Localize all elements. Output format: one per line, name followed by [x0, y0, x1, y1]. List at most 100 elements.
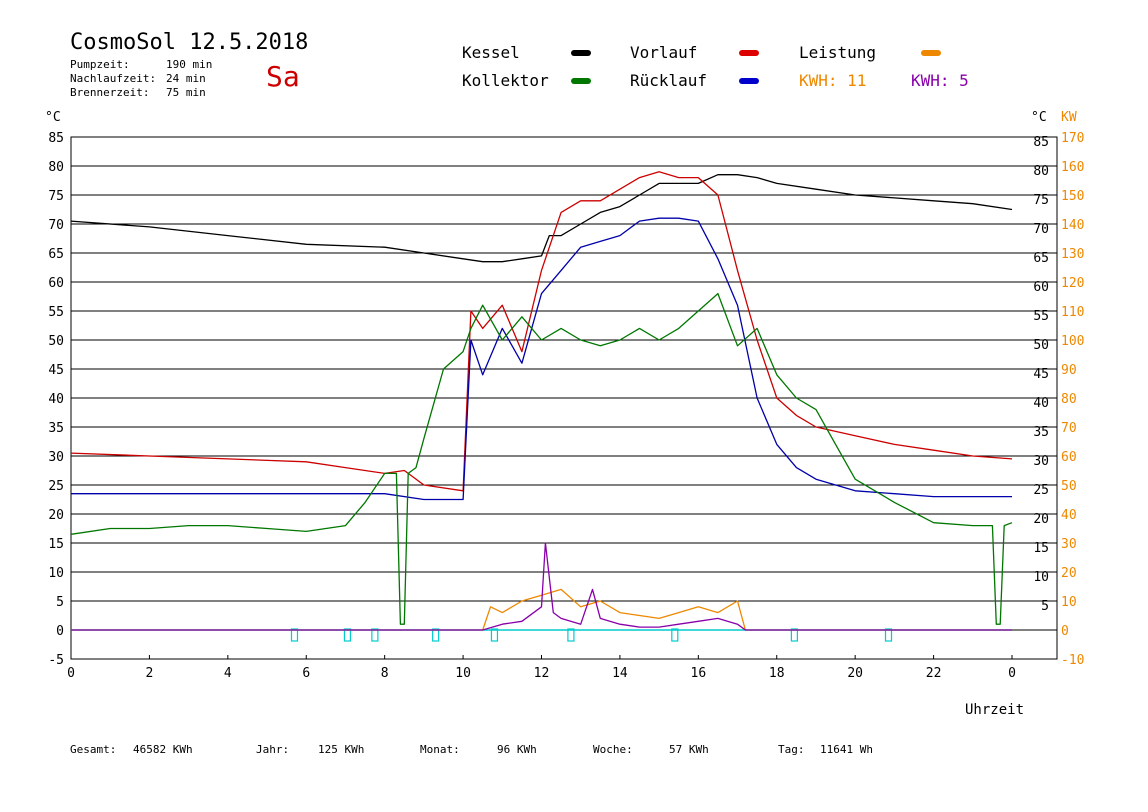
- y-tick-label: 45: [48, 363, 64, 378]
- series-line-vorlauf: [70, 171, 1013, 492]
- pump-mark: [790, 628, 798, 642]
- y-right-tick-label: 40: [1033, 396, 1049, 411]
- x-tick-label: 4: [224, 666, 232, 681]
- series-line-kwh-5: [71, 542, 1012, 631]
- legend-vorlauf-label: Vorlauf: [630, 43, 698, 62]
- stat-brennerzeit-label: Brennerzeit:: [70, 86, 150, 99]
- y2-unit: KW: [1061, 110, 1077, 125]
- y-tick-label: 30: [48, 450, 64, 465]
- y-tick-label: 65: [48, 247, 64, 262]
- y-tick-label: 40: [48, 392, 64, 407]
- y-right-tick-label: 80: [1033, 164, 1049, 179]
- y2-tick-label: 150: [1061, 189, 1084, 204]
- chart-axes: 8580757065605550454035302520151050-58580…: [48, 131, 1084, 681]
- legend-kessel-swatch: [571, 50, 591, 56]
- stat-pumpzeit-label: Pumpzeit:: [70, 58, 130, 71]
- y-right-tick-label: 10: [1033, 570, 1049, 585]
- series-line-kessel: [70, 174, 1013, 263]
- footer-monat-label: Monat:: [420, 743, 460, 756]
- footer-gesamt-value: 46582 KWh: [133, 743, 193, 756]
- footer-jahr-value: 125 KWh: [318, 743, 365, 756]
- pump-mark: [290, 628, 299, 642]
- y-tick-label: 75: [48, 189, 64, 204]
- y2-tick-label: 110: [1061, 305, 1084, 320]
- chart-grid: [70, 136, 1058, 660]
- x-tick-label: 0: [1008, 666, 1016, 681]
- legend-vorlauf-swatch: [739, 50, 759, 56]
- y-right-tick-label: 20: [1033, 512, 1049, 527]
- stat-pumpzeit-value: 190 min: [166, 58, 213, 71]
- y-tick-label: -5: [48, 653, 64, 668]
- legend-leistung-swatch: [921, 50, 941, 56]
- y2-tick-label: 0: [1061, 624, 1069, 639]
- y-left-unit: °C: [45, 110, 61, 125]
- y2-tick-label: 40: [1061, 508, 1077, 523]
- y-right-unit: °C: [1031, 110, 1047, 125]
- y2-tick-label: 90: [1061, 363, 1077, 378]
- y-right-tick-label: 85: [1033, 135, 1049, 150]
- footer-woche-value: 57 KWh: [669, 743, 709, 756]
- pump-mark: [343, 628, 352, 642]
- y2-tick-label: 100: [1061, 334, 1084, 349]
- y-right-tick-label: 55: [1033, 309, 1049, 324]
- y2-tick-label: 120: [1061, 276, 1084, 291]
- y-tick-label: 70: [48, 218, 64, 233]
- y-tick-label: 5: [56, 595, 64, 610]
- y-tick-label: 50: [48, 334, 64, 349]
- y2-tick-label: 140: [1061, 218, 1084, 233]
- stat-nachlaufzeit: Nachlaufzeit: 24 min: [70, 72, 220, 85]
- legend-ruecklauf-swatch: [739, 78, 759, 84]
- y-tick-label: 25: [48, 479, 64, 494]
- footer-monat-value: 96 KWh: [497, 743, 537, 756]
- y-right-tick-label: 15: [1033, 541, 1049, 556]
- stat-pumpzeit: Pumpzeit: 190 min: [70, 58, 220, 71]
- legend-kollektor-swatch: [571, 78, 591, 84]
- y2-tick-label: 170: [1061, 131, 1084, 146]
- series-line-kollektor: [70, 292, 1013, 625]
- x-tick-label: 14: [612, 666, 628, 681]
- weekday-label: Sa: [266, 60, 300, 93]
- footer-jahr-label: Jahr:: [256, 743, 290, 756]
- y-right-tick-label: 5: [1041, 599, 1049, 614]
- y2-tick-label: 80: [1061, 392, 1077, 407]
- series-line-leistung: [71, 588, 1012, 631]
- x-tick-label: 16: [691, 666, 707, 681]
- plot-frame: [70, 136, 1058, 660]
- x-tick-label: 10: [455, 666, 471, 681]
- y-right-tick-label: 45: [1033, 367, 1049, 382]
- footer-woche-label: Woche:: [593, 743, 633, 756]
- legend-ruecklauf-label: Rücklauf: [630, 71, 708, 90]
- x-tick-label: 22: [926, 666, 942, 681]
- footer-tag-label: Tag:: [778, 743, 805, 756]
- stat-brennerzeit-value: 75 min: [166, 86, 206, 99]
- x-tick-label: 20: [847, 666, 863, 681]
- x-axis-label: Uhrzeit: [965, 702, 1024, 718]
- x-tick-label: 8: [381, 666, 389, 681]
- pump-mark: [567, 628, 575, 642]
- x-tick-label: 18: [769, 666, 785, 681]
- y-tick-label: 10: [48, 566, 64, 581]
- x-tick-label: 6: [302, 666, 310, 681]
- chart-lines: [70, 171, 1013, 642]
- y-right-tick-label: 70: [1033, 222, 1049, 237]
- stat-brennerzeit: Brennerzeit: 75 min: [70, 86, 220, 99]
- y-right-tick-label: 25: [1033, 483, 1049, 498]
- y2-tick-label: 10: [1061, 595, 1077, 610]
- stat-nachlaufzeit-label: Nachlaufzeit:: [70, 72, 157, 85]
- x-tick-label: 0: [67, 666, 75, 681]
- y-tick-label: 80: [48, 160, 64, 175]
- pump-mark: [884, 628, 893, 642]
- y2-tick-label: 30: [1061, 537, 1077, 552]
- y-right-tick-label: 35: [1033, 425, 1049, 440]
- y-right-tick-label: 30: [1033, 454, 1049, 469]
- page-title: CosmoSol 12.5.2018: [70, 30, 309, 55]
- pump-mark: [671, 628, 679, 642]
- y-tick-label: 0: [56, 624, 64, 639]
- stat-nachlaufzeit-value: 24 min: [166, 72, 206, 85]
- footer-gesamt-label: Gesamt:: [70, 743, 117, 756]
- legend-leistung-label: Leistung: [799, 43, 877, 62]
- y2-tick-label: 70: [1061, 421, 1077, 436]
- y-tick-label: 15: [48, 537, 64, 552]
- y-right-tick-label: 75: [1033, 193, 1049, 208]
- series-line-r-cklauf: [71, 217, 1012, 501]
